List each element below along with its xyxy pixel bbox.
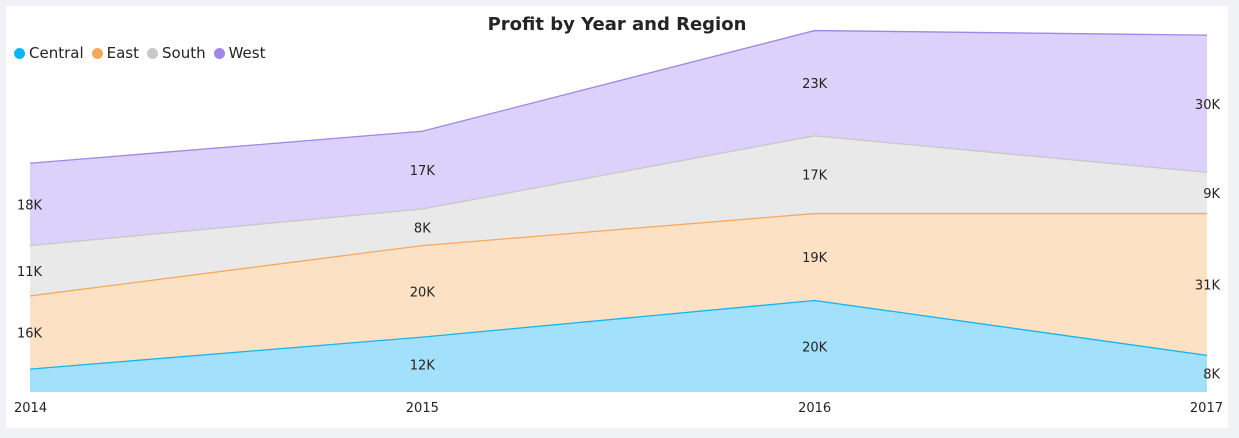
data-label-central-2015: 12K <box>410 359 436 374</box>
data-label-west-2017: 30K <box>1195 98 1221 113</box>
legend-label-east: East <box>106 44 139 62</box>
data-label-east-2017: 31K <box>1195 278 1221 293</box>
area-central[interactable] <box>30 300 1207 393</box>
area-west[interactable] <box>30 30 1207 246</box>
legend-item-central[interactable]: Central <box>14 44 84 62</box>
series-line-west <box>29 29 1208 164</box>
series-line-east <box>29 212 1207 297</box>
legend-item-east[interactable]: East <box>91 44 139 62</box>
chart-card: Profit by Year and Region Central East S… <box>6 6 1228 428</box>
legend-dot-central <box>14 47 25 59</box>
data-label-east-2016: 19K <box>802 251 828 266</box>
legend-label-south: South <box>162 44 206 62</box>
data-label-south-2015: 8K <box>414 221 431 236</box>
area-chart-plot: 12K 20K 8K 16K 20K 19K 31K 11K 8K 17K 9K 18K 17K 23K 3… <box>14 29 1223 416</box>
chart-title: Profit by Year and Region <box>487 14 747 35</box>
series-line-central <box>29 299 1208 370</box>
x-tick-2016: 2016 <box>798 401 831 416</box>
data-label-west-2015: 17K <box>410 164 436 179</box>
x-tick-2014: 2014 <box>14 401 47 416</box>
legend-item-south[interactable]: South <box>147 44 206 62</box>
x-tick-2015: 2015 <box>406 401 439 416</box>
data-label-central-2016: 20K <box>802 340 828 355</box>
data-label-east-2014: 16K <box>17 327 43 342</box>
legend-dot-south <box>147 47 158 59</box>
data-label-south-2014: 11K <box>17 265 43 280</box>
data-label-west-2016: 23K <box>802 77 828 92</box>
x-tick-2017: 2017 <box>1190 401 1223 416</box>
data-label-east-2015: 20K <box>410 285 436 300</box>
legend-label-central: Central <box>29 44 84 62</box>
legend-item-west[interactable]: West <box>213 44 266 62</box>
data-label-south-2016: 17K <box>802 169 828 184</box>
series-line-south <box>29 135 1208 247</box>
data-label-west-2014: 18K <box>17 198 43 213</box>
legend-dot-west <box>213 47 225 59</box>
legend-label-west: West <box>228 44 266 62</box>
legend: Central East South West <box>14 44 265 62</box>
data-label-central-2017: 8K <box>1203 368 1220 383</box>
area-east[interactable] <box>30 213 1207 370</box>
area-south[interactable] <box>30 135 1207 296</box>
data-label-south-2017: 9K <box>1203 187 1220 202</box>
legend-dot-east <box>91 47 103 59</box>
